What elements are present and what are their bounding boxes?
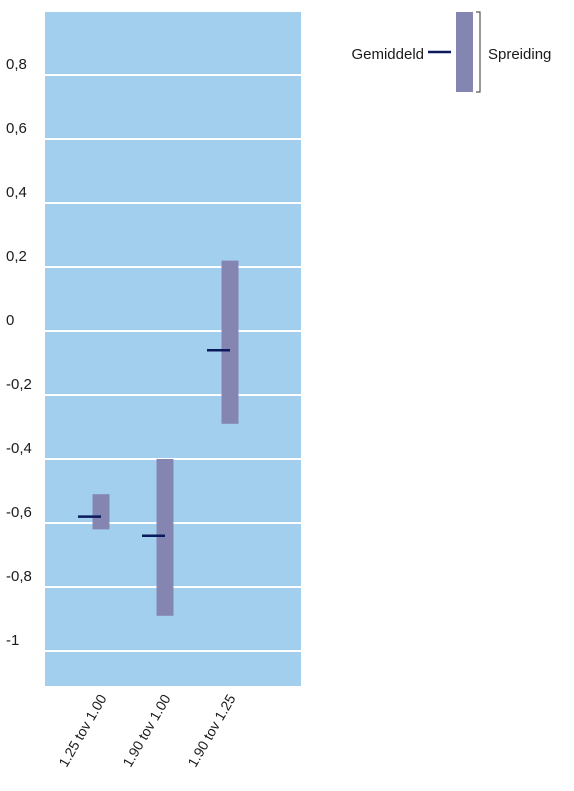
- y-tick-label: 0: [6, 312, 14, 329]
- range-bar: [92, 494, 110, 530]
- x-category-label: 1.25 tov 1.00: [55, 691, 109, 769]
- y-tick-label: 0,2: [6, 248, 27, 265]
- y-tick-label: -1: [6, 632, 19, 649]
- mean-markers: [78, 348, 230, 538]
- range-bar: [221, 260, 239, 424]
- legend-range-bracket: [476, 11, 481, 93]
- y-axis-tick-labels: 0,8 0,6 0,4 0,2 0 -0,2 -0,4 -0,6 -0,8 -1: [6, 56, 32, 649]
- x-category-label: 1.90 tov 1.00: [119, 691, 173, 769]
- y-tick-label: 0,8: [6, 56, 27, 73]
- y-tick-label: -0,6: [6, 504, 32, 521]
- y-tick-label: -0,2: [6, 376, 32, 393]
- x-axis-category-labels: 1.25 tov 1.00 1.90 tov 1.00 1.90 tov 1.25: [55, 691, 238, 769]
- y-tick-label: 0,6: [6, 120, 27, 137]
- range-bars: [92, 260, 239, 616]
- gridlines: [45, 74, 301, 652]
- range-bar: [156, 459, 174, 616]
- legend-mean-label: Gemiddeld: [351, 46, 424, 63]
- legend: Gemiddeld Spreiding: [351, 11, 551, 93]
- y-tick-label: -0,8: [6, 568, 32, 585]
- y-tick-label: 0,4: [6, 184, 27, 201]
- legend-range-swatch: [456, 12, 473, 92]
- legend-range-label: Spreiding: [488, 46, 551, 63]
- y-tick-label: -0,4: [6, 440, 32, 457]
- x-category-label: 1.90 tov 1.25: [184, 691, 238, 769]
